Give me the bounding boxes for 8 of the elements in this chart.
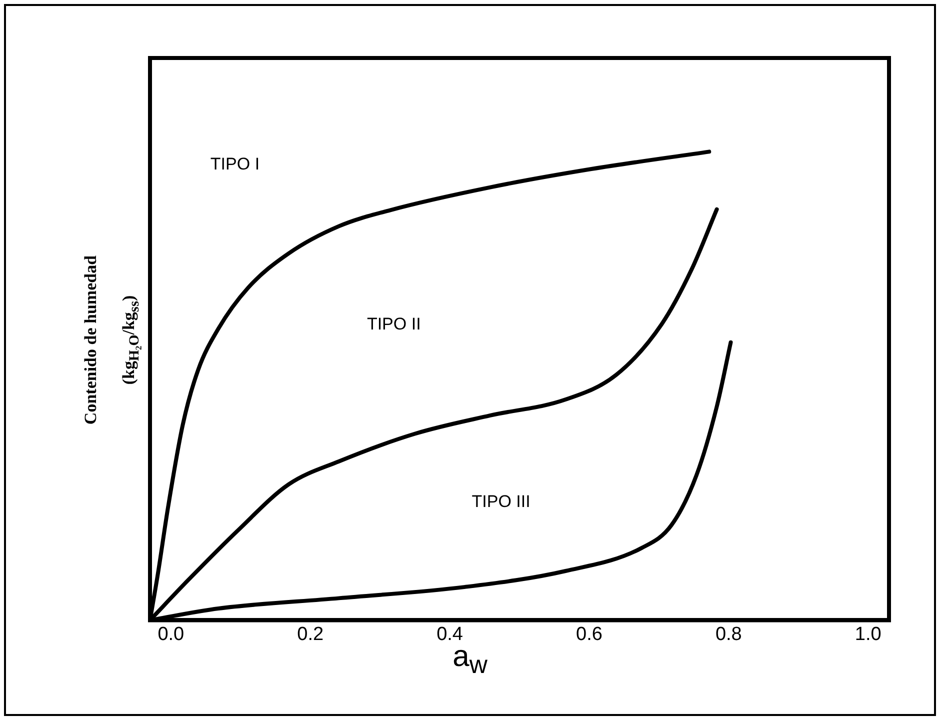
x-tick-label: 0.8 bbox=[715, 624, 742, 645]
x-tick-label: 0.6 bbox=[576, 624, 602, 645]
x-tick-label: 0.2 bbox=[297, 624, 324, 645]
annotation: TIPO II bbox=[366, 314, 421, 334]
annotation: TIPO III bbox=[472, 492, 530, 511]
x-tick-label: 0.0 bbox=[158, 624, 184, 645]
annotation: TIPO I bbox=[210, 154, 260, 174]
x-tick-label: 1.0 bbox=[854, 624, 882, 645]
